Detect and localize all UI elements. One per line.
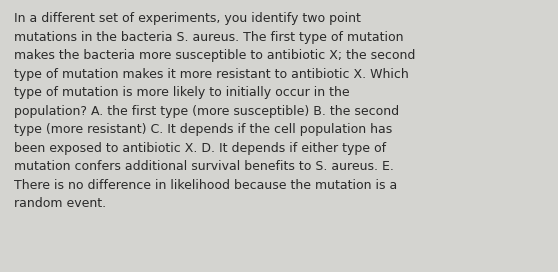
Text: In a different set of experiments, you identify two point
mutations in the bacte: In a different set of experiments, you i… xyxy=(14,12,415,210)
